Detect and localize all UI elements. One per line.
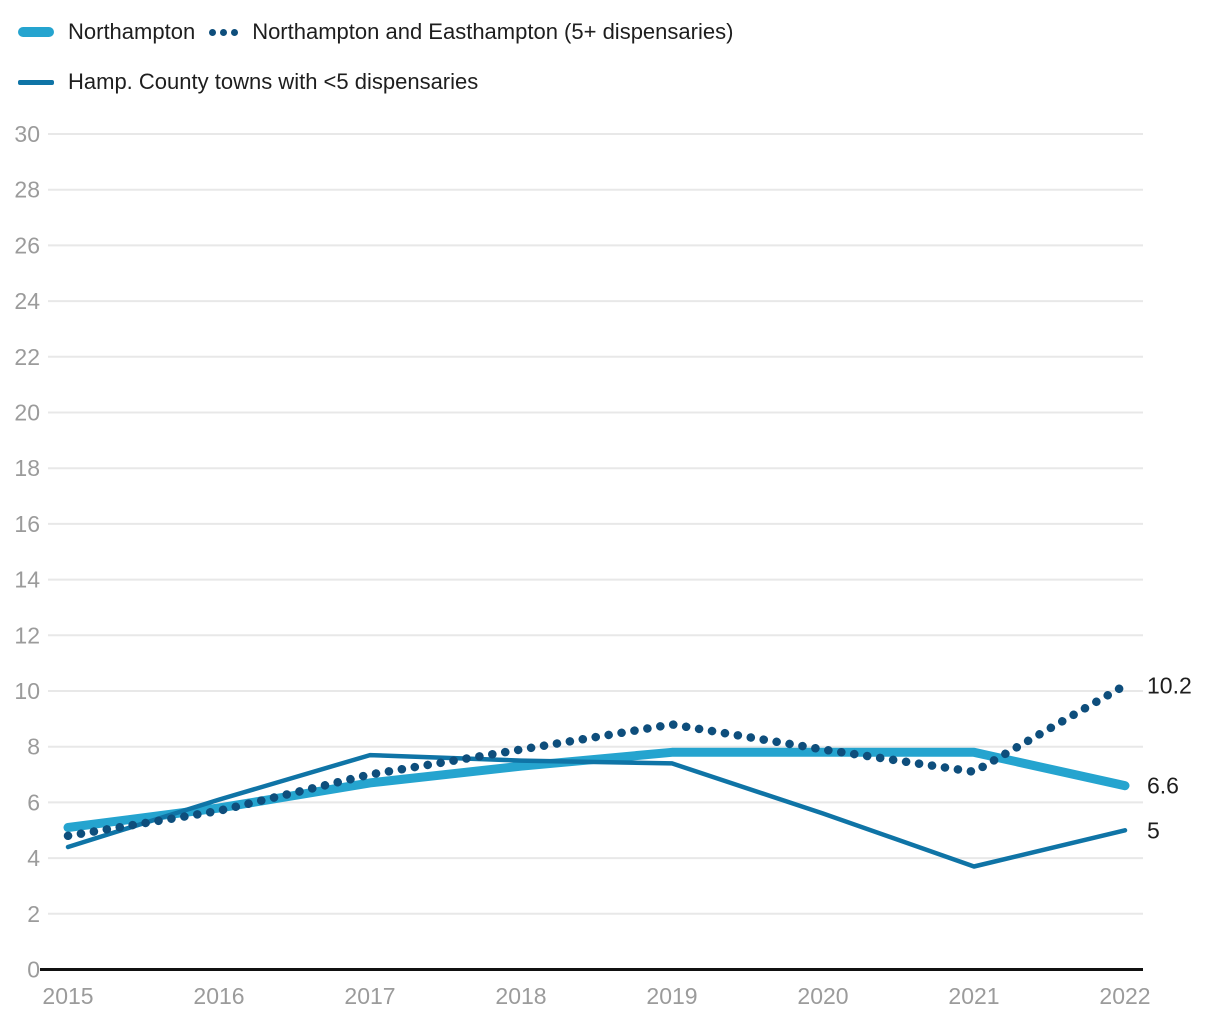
series-line-thin <box>65 752 1128 869</box>
x-tick-label: 2020 <box>797 983 848 1009</box>
series-end-label: 6.6 <box>1147 773 1179 799</box>
y-tick-label: 6 <box>27 789 40 815</box>
series-end-label: 5 <box>1147 817 1160 843</box>
y-tick-label: 28 <box>14 177 40 203</box>
chart-legend: Northampton Northampton and Easthampton … <box>18 18 733 96</box>
legend-item-northampton: Northampton <box>18 18 195 46</box>
y-tick-label: 10 <box>14 678 40 704</box>
y-tick-label: 18 <box>14 455 40 481</box>
x-tick-label: 2018 <box>495 983 546 1009</box>
y-tick-label: 22 <box>14 344 40 370</box>
y-tick-label: 24 <box>14 288 40 314</box>
x-tick-label: 2015 <box>42 983 93 1009</box>
x-tick-label: 2021 <box>948 983 999 1009</box>
legend-item-hamp-county: Hamp. County towns with <5 dispensaries <box>18 68 478 96</box>
legend-swatch-thick-line <box>18 27 54 37</box>
legend-label: Hamp. County towns with <5 dispensaries <box>68 69 479 94</box>
series-line-thick <box>63 747 1130 832</box>
y-tick-label: 12 <box>14 622 40 648</box>
y-tick-label: 0 <box>27 957 40 983</box>
legend-row-1: Northampton Northampton and Easthampton … <box>18 18 733 46</box>
x-tick-label: 2017 <box>344 983 395 1009</box>
x-tick-label: 2019 <box>646 983 697 1009</box>
x-tick-label: 2016 <box>193 983 244 1009</box>
legend-row-2: Hamp. County towns with <5 dispensaries <box>18 68 733 96</box>
y-tick-label: 20 <box>14 400 40 426</box>
legend-label: Northampton <box>68 19 196 44</box>
series-end-label: 10.2 <box>1147 672 1192 698</box>
y-tick-label: 16 <box>14 511 40 537</box>
y-tick-label: 2 <box>27 901 40 927</box>
y-tick-label: 14 <box>14 567 40 593</box>
y-tick-label: 26 <box>14 232 40 258</box>
legend-swatch-dotted-line <box>209 28 239 36</box>
y-tick-label: 8 <box>27 734 40 760</box>
legend-swatch-thin-line <box>18 79 54 85</box>
series-line-dotted <box>63 681 1130 841</box>
y-tick-label: 4 <box>27 845 40 871</box>
legend-item-northampton-easthampton: Northampton and Easthampton (5+ dispensa… <box>209 18 733 46</box>
y-tick-label: 30 <box>14 121 40 147</box>
legend-label: Northampton and Easthampton (5+ dispensa… <box>252 19 734 44</box>
x-tick-label: 2022 <box>1099 983 1150 1009</box>
